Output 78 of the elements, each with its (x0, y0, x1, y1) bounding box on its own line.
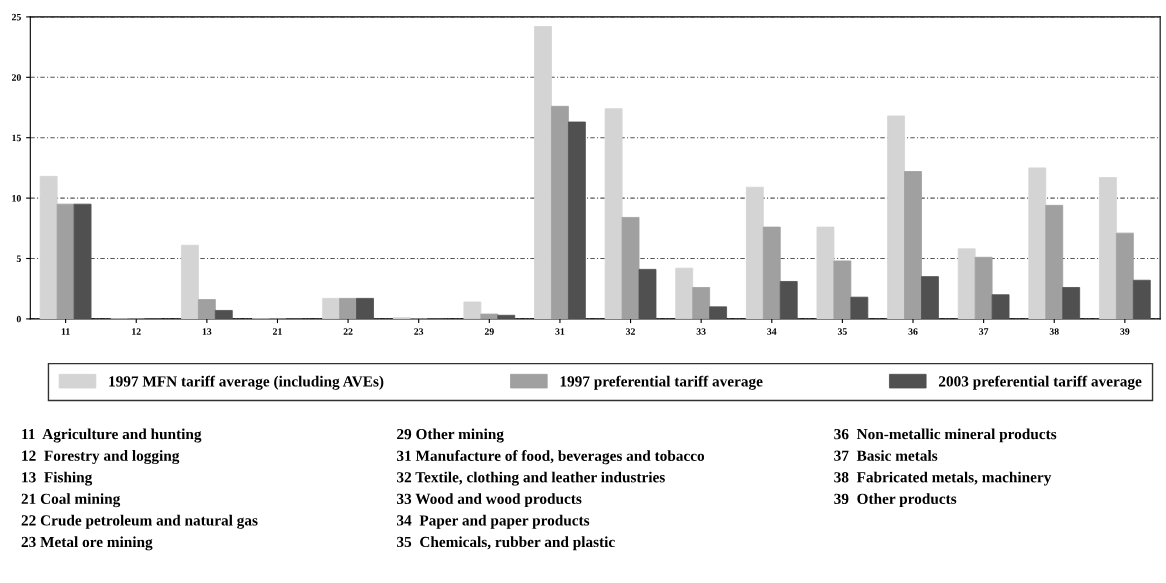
bar (56, 203, 75, 319)
text: 36 Non-metallic mineral products (834, 428, 1057, 443)
text: 34 Paper and paper products (397, 514, 590, 529)
bar (1062, 287, 1081, 319)
x-tick-label: 34 (767, 328, 777, 335)
bar (1115, 232, 1134, 319)
bar (181, 244, 199, 319)
bar (1045, 204, 1064, 319)
text: 31 Manufacture of food, beverages and tobacco (397, 450, 705, 465)
text: 21 Coal mining (21, 493, 121, 508)
text: 22 Crude petroleum and natural gas (21, 514, 258, 529)
x-tick-label: 11 (61, 328, 70, 335)
bar (957, 248, 976, 319)
bar (816, 226, 835, 319)
x-tick-label: 35 (837, 328, 847, 335)
y-tick-label: 15 (12, 134, 21, 142)
bar (480, 313, 499, 319)
x-tick-label: 37 (979, 328, 989, 335)
bar (621, 217, 640, 319)
y-tick-label: 5 (16, 255, 21, 262)
bar (638, 268, 657, 319)
bar (833, 260, 852, 319)
legend-label: 2003 preferential tariff average (938, 375, 1142, 390)
bar (921, 276, 939, 319)
x-tick-label: 32 (626, 328, 635, 335)
x-tick-label: 12 (132, 328, 141, 335)
x-tick-label: 13 (202, 328, 212, 335)
x-tick-label: 38 (1049, 328, 1059, 335)
bar (322, 297, 341, 319)
text: 35 Chemicals, rubber and plastic (397, 536, 615, 551)
x-tick-label: 33 (696, 328, 706, 335)
bar (551, 105, 569, 319)
y-tick-label: 20 (11, 74, 21, 81)
text: 39 Other products (834, 493, 957, 508)
bar (356, 297, 374, 319)
bar (604, 108, 623, 319)
text: 32 Textile, clothing and leather industries (397, 471, 665, 486)
x-tick-label: 22 (343, 328, 353, 335)
x-tick-label: 29 (484, 328, 494, 335)
bar (39, 175, 58, 319)
text: 33 Wood and wood products (397, 493, 582, 508)
y-tick-label: 0 (16, 315, 21, 323)
bar (904, 171, 922, 319)
bar (991, 294, 1010, 319)
text: 37 Basic metals (834, 450, 938, 461)
bar (709, 306, 728, 319)
text: 38 Fabricated metals, machinery (834, 471, 1052, 486)
bar (974, 256, 993, 319)
bar (887, 115, 905, 319)
text: 11 Agriculture and hunting (22, 428, 202, 443)
text: 13 Fishing (22, 471, 93, 486)
x-tick-label: 36 (908, 328, 918, 335)
bar (1099, 177, 1117, 319)
bar (745, 186, 764, 319)
x-tick-label: 31 (555, 328, 565, 335)
bar (463, 301, 482, 319)
bar (779, 281, 798, 319)
bar (850, 296, 869, 319)
text: 12 Forestry and logging (22, 450, 180, 465)
bar (675, 267, 694, 319)
bar (497, 314, 516, 319)
bar (534, 26, 552, 319)
y-tick-label: 10 (12, 195, 21, 202)
bar (762, 226, 781, 319)
bar (339, 297, 357, 319)
text: 29 Other mining (397, 428, 504, 443)
x-tick-label: 39 (1120, 328, 1130, 335)
bar (214, 310, 233, 319)
x-tick-label: 21 (273, 328, 282, 335)
bar (197, 299, 216, 319)
text: 23 Metal ore mining (21, 536, 153, 551)
y-tick-label: 25 (11, 13, 21, 21)
bar (1132, 279, 1151, 319)
legend-label: 1997 preferential tariff average (560, 375, 763, 390)
x-tick-label: 23 (414, 328, 424, 335)
bar (692, 287, 711, 319)
bar (1028, 167, 1047, 319)
legend-label: 1997 MFN tariff average (including AVEs) (109, 375, 384, 390)
